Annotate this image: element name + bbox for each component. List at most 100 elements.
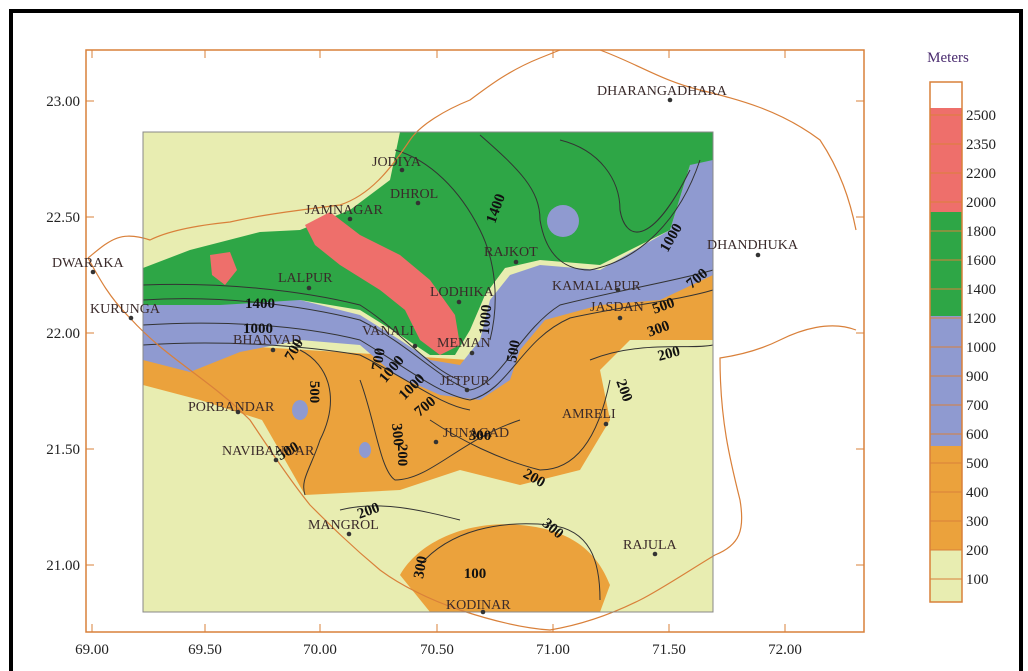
- elevation-fills: [143, 132, 713, 612]
- town-marker: [346, 531, 352, 537]
- town-label: RAJKOT: [484, 245, 538, 260]
- town-marker: [433, 439, 439, 445]
- contour-label: 500: [306, 381, 322, 404]
- legend-swatch: [930, 446, 962, 472]
- legend-label: 2500: [966, 108, 996, 124]
- town-marker: [755, 252, 761, 258]
- town-marker: [306, 285, 312, 291]
- zone-blue-island: [547, 205, 579, 237]
- plot-border: [85, 49, 865, 633]
- town-marker: [469, 350, 475, 356]
- legend-swatch: [930, 498, 962, 524]
- legend-swatch: [930, 368, 962, 394]
- contour-label: 300: [388, 423, 406, 447]
- legend-swatch: [930, 420, 962, 446]
- contour-label: 300: [645, 318, 672, 341]
- town-label: JODIYA: [372, 155, 422, 170]
- town-label: LALPUR: [278, 271, 333, 286]
- town-marker: [399, 167, 405, 173]
- town-label: MANGROL: [308, 518, 379, 533]
- legend-swatch: [930, 576, 962, 602]
- town-marker: [128, 315, 134, 321]
- town-marker: [513, 259, 519, 265]
- town-marker: [273, 457, 279, 463]
- town-marker: [603, 421, 609, 427]
- x-tick-label: 71.00: [536, 642, 570, 658]
- town-label: JETPUR: [440, 374, 490, 389]
- town-marker: [617, 315, 623, 321]
- town-marker: [652, 551, 658, 557]
- legend-swatch: [930, 134, 962, 160]
- legend-swatch: [930, 290, 962, 316]
- town-label: DWARAKA: [52, 256, 124, 271]
- zone-red: [305, 212, 460, 355]
- grid-area-border: [142, 131, 714, 613]
- zone-green: [143, 132, 713, 355]
- contour-label: 200: [656, 343, 682, 364]
- town-markers: DHARANGADHARA JODIYA DHROL JAMNAGAR DWARAKA L…: [52, 84, 799, 615]
- legend-swatch: [930, 186, 962, 212]
- legend-label: 200: [966, 543, 989, 559]
- zone-red-west: [210, 252, 237, 285]
- legend-swatch: [930, 108, 962, 134]
- y-tick-label: 21.00: [46, 558, 80, 574]
- legend-swatch: [930, 212, 962, 238]
- legend-label: 600: [966, 427, 989, 443]
- y-tick-label: 23.00: [46, 94, 80, 110]
- legend-label: 700: [966, 398, 989, 414]
- contour-label: 200: [612, 377, 635, 404]
- legend-label: 400: [966, 485, 989, 501]
- legend-label: 1600: [966, 253, 996, 269]
- town-marker: [456, 299, 462, 305]
- town-label: AMRELI: [562, 407, 616, 422]
- legend-title: Meters: [927, 50, 969, 66]
- x-tick-label: 69.50: [188, 642, 222, 658]
- map-frame: [9, 9, 1023, 671]
- x-tick-label: 72.00: [768, 642, 802, 658]
- legend-label: 1000: [966, 340, 996, 356]
- town-marker: [615, 287, 621, 293]
- contour-label: 200: [355, 500, 382, 523]
- contour-label: 500: [504, 339, 524, 364]
- town-label: DHARANGADHARA: [597, 84, 728, 99]
- town-label: DHANDHUKA: [707, 238, 799, 253]
- contour-label: 500: [650, 295, 677, 318]
- town-label: NAVIBANDAR: [222, 444, 315, 459]
- legend-label: 900: [966, 369, 989, 385]
- legend-label: 1400: [966, 282, 996, 298]
- town-marker: [347, 216, 353, 222]
- x-tick-label: 71.50: [652, 642, 686, 658]
- coastline: [87, 49, 857, 631]
- legend-swatch: [930, 524, 962, 550]
- legend-label: 2000: [966, 195, 996, 211]
- town-label: LODHIKA: [430, 285, 495, 300]
- town-marker: [667, 97, 673, 103]
- town-marker: [90, 269, 96, 275]
- town-label: KODINAR: [446, 598, 511, 613]
- contour-label: 200: [394, 444, 410, 467]
- y-tick-label: 22.50: [46, 210, 80, 226]
- legend-swatch: [930, 394, 962, 420]
- legend-swatch: [930, 264, 962, 290]
- legend-label: 300: [966, 514, 989, 530]
- legend-label: 2350: [966, 137, 996, 153]
- contour-label: 1000: [477, 304, 496, 335]
- town-label: JASDAN: [590, 300, 644, 315]
- contour-label: 1400: [245, 296, 275, 312]
- town-label: BHANVAD: [233, 333, 301, 348]
- zone-blue: [143, 155, 713, 400]
- town-marker: [235, 409, 241, 415]
- contour-label: 300: [411, 555, 431, 580]
- town-marker: [415, 200, 421, 206]
- zone-orange-south: [400, 524, 610, 612]
- legend: 2500 2350 2200 2000 1800 1600 1400 1200 1000 900 7…: [929, 81, 996, 603]
- axis-labels: 69.00 69.50 70.00 70.50 71.00 71.50 72.00 23.00…: [46, 94, 802, 658]
- contour-label: 1000: [243, 321, 273, 337]
- contour-label: 100: [464, 566, 487, 582]
- legend-swatch: [930, 342, 962, 368]
- x-tick-label: 70.00: [303, 642, 337, 658]
- legend-label: 500: [966, 456, 989, 472]
- town-marker: [480, 609, 486, 615]
- legend-swatch: [930, 472, 962, 498]
